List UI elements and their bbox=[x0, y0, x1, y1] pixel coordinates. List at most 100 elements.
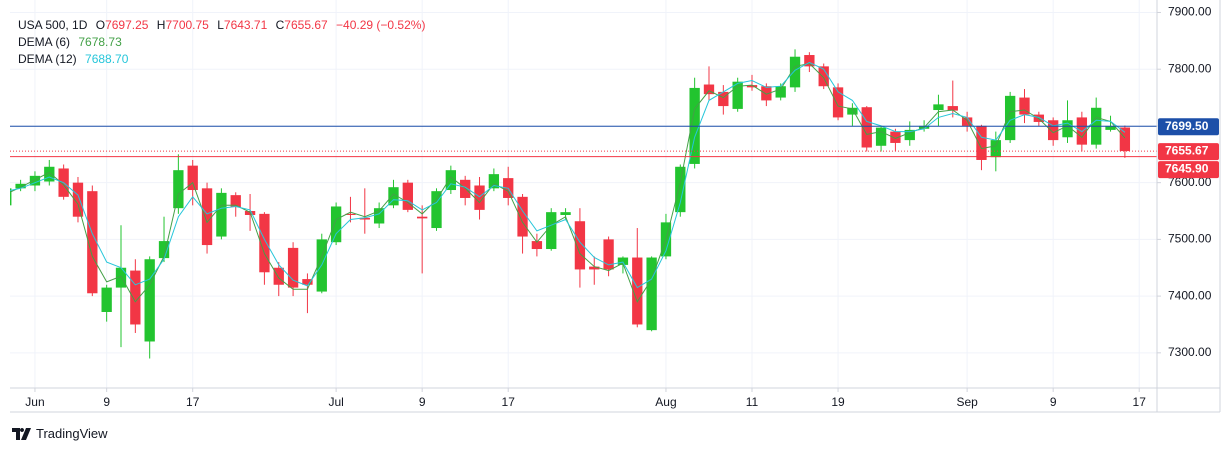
ohlc-value: 7700.75 bbox=[165, 18, 209, 32]
ohlc-row: USA 500, 1D O7697.25 H7700.75 L7643.71 C… bbox=[18, 17, 425, 34]
candle-body bbox=[933, 104, 944, 111]
candle-body bbox=[417, 216, 428, 219]
candle-body bbox=[847, 107, 858, 115]
candle-body bbox=[216, 192, 227, 237]
candle-body bbox=[29, 175, 41, 186]
candle-body bbox=[158, 241, 170, 259]
candle-body bbox=[115, 267, 127, 288]
y-tick-label: 7500.00 bbox=[1168, 232, 1212, 246]
price-label-box bbox=[1158, 118, 1219, 136]
candle-body bbox=[10, 188, 12, 206]
candle-body bbox=[861, 107, 872, 148]
change: −40.29 bbox=[336, 18, 374, 32]
candle-body bbox=[603, 239, 614, 270]
candle-body bbox=[560, 212, 571, 215]
candle-body bbox=[789, 56, 801, 88]
legend: USA 500, 1D O7697.25 H7700.75 L7643.71 C… bbox=[18, 17, 425, 68]
candle-body bbox=[359, 217, 370, 220]
y-tick-label: 7800.00 bbox=[1168, 61, 1212, 75]
candle-body bbox=[101, 287, 112, 312]
candle-body bbox=[388, 187, 399, 206]
candle-body bbox=[230, 195, 241, 208]
candle-body bbox=[804, 55, 815, 67]
candle-body bbox=[72, 182, 84, 217]
candle-body bbox=[546, 212, 557, 250]
candle-body bbox=[675, 166, 686, 213]
candle-body bbox=[875, 127, 887, 146]
candle-body bbox=[1119, 127, 1131, 152]
indicator-row: DEMA (12) 7688.70 bbox=[18, 51, 425, 68]
candle-body bbox=[259, 213, 270, 273]
y-tick-label: 7600.00 bbox=[1168, 175, 1212, 189]
x-tick-label: 17 bbox=[1133, 395, 1147, 409]
x-tick-label: Aug bbox=[655, 395, 676, 409]
x-tick-label: 17 bbox=[186, 395, 200, 409]
x-tick-label: Jul bbox=[328, 395, 343, 409]
candle-body bbox=[632, 257, 643, 325]
indicator-line bbox=[10, 61, 1126, 289]
x-tick-label: 9 bbox=[419, 395, 426, 409]
ohlc-value: 7697.25 bbox=[105, 18, 149, 32]
candle-body bbox=[87, 191, 98, 294]
candle-body bbox=[1019, 97, 1030, 115]
candle-body bbox=[761, 86, 772, 101]
candle-body bbox=[746, 85, 758, 88]
candle-body bbox=[1105, 125, 1116, 130]
candle-body bbox=[732, 81, 743, 109]
indicator-row: DEMA (6) 7678.73 bbox=[18, 34, 425, 51]
candle-body bbox=[474, 185, 485, 210]
x-tick-label: 9 bbox=[103, 395, 110, 409]
ohlc-label: L bbox=[217, 18, 224, 32]
x-tick-label: 9 bbox=[1050, 395, 1057, 409]
candle-body bbox=[646, 257, 657, 331]
candle-body bbox=[617, 257, 629, 265]
x-tick-label: 19 bbox=[831, 395, 845, 409]
candle-body bbox=[976, 125, 987, 160]
indicator-name: DEMA (6) bbox=[18, 35, 71, 49]
candle-body bbox=[273, 267, 284, 285]
candle-body bbox=[589, 266, 600, 270]
x-tick-label: 11 bbox=[746, 395, 759, 409]
candle-body bbox=[574, 221, 586, 270]
ohlc-label: O bbox=[95, 18, 106, 32]
candle-body bbox=[287, 247, 299, 288]
candle-body bbox=[703, 84, 715, 95]
indicator-value: 7678.73 bbox=[78, 35, 122, 49]
y-tick-label: 7900.00 bbox=[1168, 5, 1212, 19]
price-label: 7645.90 bbox=[1165, 162, 1209, 176]
brand-text: TradingView bbox=[36, 426, 108, 441]
logo bbox=[12, 427, 31, 440]
candle-body bbox=[531, 241, 543, 250]
ohlc-label: H bbox=[156, 18, 166, 32]
candle-body bbox=[1004, 95, 1016, 141]
candle-body bbox=[201, 188, 213, 246]
candle-body bbox=[345, 213, 356, 215]
ohlc-value: 7643.71 bbox=[223, 18, 268, 32]
candle-body bbox=[15, 183, 26, 189]
candle-body bbox=[187, 165, 198, 191]
candle-body bbox=[373, 208, 385, 224]
candle-body bbox=[990, 140, 1001, 158]
candle-body bbox=[402, 182, 413, 210]
candle-body bbox=[832, 87, 844, 118]
ohlc-value: 7655.67 bbox=[284, 18, 328, 32]
candle-body bbox=[44, 166, 55, 182]
change-pct: (−0.52%) bbox=[376, 18, 426, 32]
candle-body bbox=[517, 196, 528, 237]
candle-body bbox=[961, 117, 973, 126]
price-label: 7655.67 bbox=[1165, 144, 1209, 158]
candle-body bbox=[818, 66, 829, 87]
branding: TradingView bbox=[12, 426, 108, 441]
candle-body bbox=[431, 191, 442, 229]
indicator-value: 7688.70 bbox=[85, 52, 129, 66]
candle-body bbox=[718, 91, 729, 107]
candle-body bbox=[130, 270, 141, 325]
symbol: USA 500, 1D bbox=[18, 18, 88, 32]
candle-body bbox=[1048, 120, 1059, 141]
candle-body bbox=[302, 279, 313, 285]
candle-body bbox=[904, 129, 915, 141]
candle-body bbox=[144, 259, 155, 342]
price-label-box bbox=[1158, 161, 1219, 179]
indicator-name: DEMA (12) bbox=[18, 52, 77, 66]
